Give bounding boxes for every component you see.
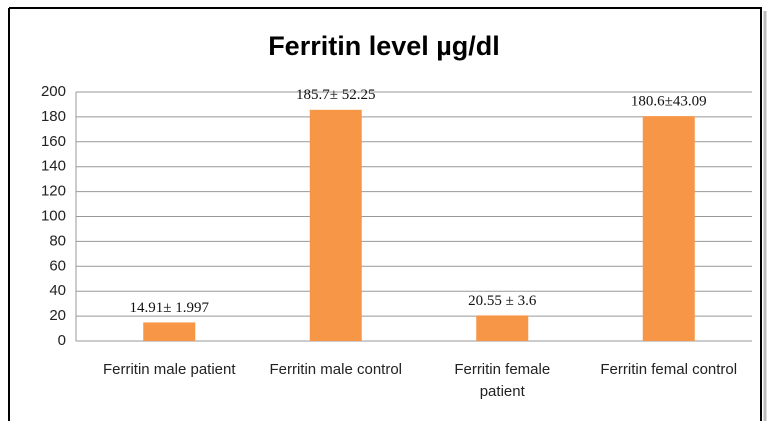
y-tick-label: 40 xyxy=(49,282,66,299)
value-label: 180.6±43.09 xyxy=(631,94,707,110)
value-label: 20.55 ± 3.6 xyxy=(468,293,537,309)
y-tick-label: 160 xyxy=(41,133,66,150)
y-tick-label: 60 xyxy=(49,257,66,274)
x-tick-label: Ferritin male control xyxy=(269,361,403,378)
y-tick-label: 120 xyxy=(41,183,66,200)
value-label: 14.91± 1.997 xyxy=(130,300,210,316)
x-tick-label: Ferritin female patient xyxy=(454,361,551,400)
x-tick-label: Ferritin male patient xyxy=(102,361,236,378)
chart-title: Ferritin level µg/dl xyxy=(268,31,500,61)
y-tick-label: 20 xyxy=(49,307,66,324)
bar xyxy=(309,109,362,341)
bar xyxy=(476,315,529,341)
x-tick-label: Ferritin femal control xyxy=(600,361,738,378)
y-tick-label: 140 xyxy=(41,158,66,175)
bar xyxy=(143,322,196,341)
y-tick-label: 180 xyxy=(41,108,66,125)
y-tick-label: 80 xyxy=(49,232,66,249)
y-tick-label: 0 xyxy=(58,332,66,349)
value-label: 185.7± 52.25 xyxy=(296,87,375,103)
y-tick-label: 100 xyxy=(41,207,66,224)
y-tick-label: 200 xyxy=(41,83,66,100)
bar xyxy=(642,116,695,341)
